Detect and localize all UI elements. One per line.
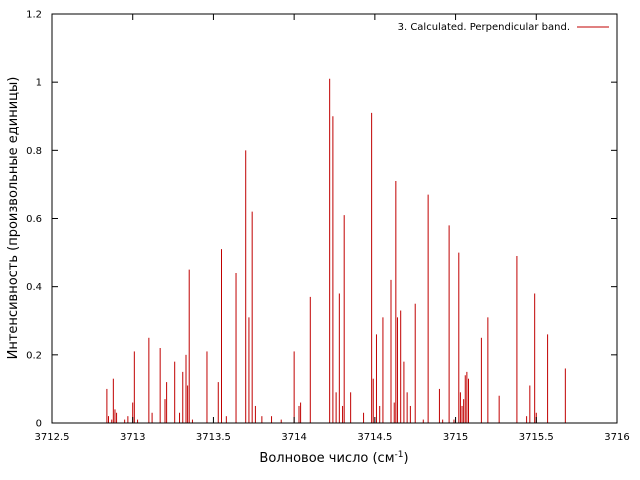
x-tick-label: 3714.5 (357, 432, 392, 443)
x-axis: 3712.5 3713 3713.5 3714 3714.5 3715 3715.5 3716 (35, 14, 630, 443)
x-tick-label: 3715.5 (519, 432, 554, 443)
bars-group (106, 78, 566, 423)
y-tick-label: 0.6 (26, 214, 42, 225)
y-axis-title: Интенсивность (произвольные единицы) (6, 77, 21, 360)
y-tick-label: 0.2 (26, 350, 42, 361)
y-tick-label: 0.4 (26, 282, 42, 293)
x-axis-title: Волновое число (см-1) (259, 450, 408, 466)
x-tick-label: 3716 (604, 432, 629, 443)
x-axis-title-superscript: -1 (395, 450, 404, 460)
y-tick-label: 1 (36, 78, 42, 89)
y-tick-label: 0 (36, 419, 42, 430)
x-tick-label: 3715 (443, 432, 468, 443)
x-tick-label: 3713 (120, 432, 145, 443)
x-tick-label: 3714 (281, 432, 306, 443)
legend: 3. Calculated. Perpendicular band. (398, 22, 609, 33)
x-tick-label: 3713.5 (196, 432, 231, 443)
y-axis: 0 0.2 0.4 0.6 0.8 1 1.2 (26, 10, 617, 430)
y-tick-label: 0.8 (26, 146, 42, 157)
y-tick-label: 1.2 (26, 10, 42, 21)
legend-label: 3. Calculated. Perpendicular band. (398, 22, 570, 33)
x-tick-label: 3712.5 (35, 432, 70, 443)
